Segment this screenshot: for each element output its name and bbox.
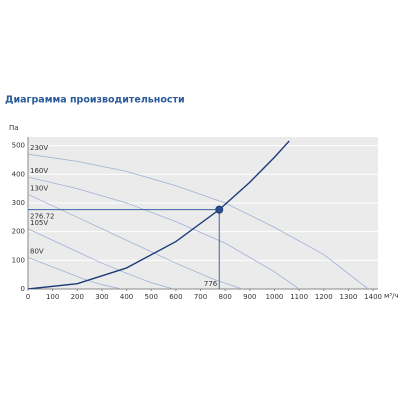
fan-curve <box>28 176 300 289</box>
y-tick-label: 500 <box>12 142 25 150</box>
curves <box>28 140 369 289</box>
x-tick-label: 400 <box>120 293 133 301</box>
x-tick-label: 1300 <box>340 293 358 301</box>
fan-curve <box>28 193 243 289</box>
x-axis-label: м³/ч <box>384 292 399 300</box>
x-tick-label: 1200 <box>315 293 333 301</box>
x-tick-label: 200 <box>71 293 84 301</box>
chart-title: Диаграмма производительности <box>5 95 185 106</box>
x-tick-label: 600 <box>169 293 182 301</box>
y-tick-label: 400 <box>12 170 25 178</box>
x-tick-label: 1400 <box>364 293 382 301</box>
x-tick-label: 700 <box>194 293 207 301</box>
y-tick-label: 200 <box>12 228 25 236</box>
curve-label: 80V <box>30 247 44 255</box>
curve-label: 130V <box>30 184 48 192</box>
operating-point <box>215 205 224 214</box>
x-tick-label: 900 <box>243 293 256 301</box>
system-curve <box>28 140 290 289</box>
x-tick-label: 800 <box>218 293 231 301</box>
x-tick-label: 300 <box>95 293 108 301</box>
curve-label: 160V <box>30 167 48 175</box>
fan-curve <box>28 228 174 289</box>
x-tick-label: 1000 <box>266 293 284 301</box>
x-tick-label: 1100 <box>290 293 308 301</box>
fan-curve <box>28 257 122 289</box>
operating-y-label: 276.72 <box>30 213 55 221</box>
x-tick-label: 500 <box>145 293 158 301</box>
fan-curve <box>28 153 369 289</box>
x-tick-label: 100 <box>46 293 59 301</box>
plot-area <box>28 137 378 289</box>
curve-label: 105V <box>30 219 48 227</box>
y-tick-label: 100 <box>12 256 25 264</box>
y-tick-label: 300 <box>12 199 25 207</box>
x-tick-label: 0 <box>26 293 30 301</box>
operating-x-label: 776 <box>204 280 218 288</box>
y-axis-label: Па <box>9 124 19 132</box>
curve-label: 230V <box>30 144 48 152</box>
y-tick-label: 0 <box>21 285 25 293</box>
